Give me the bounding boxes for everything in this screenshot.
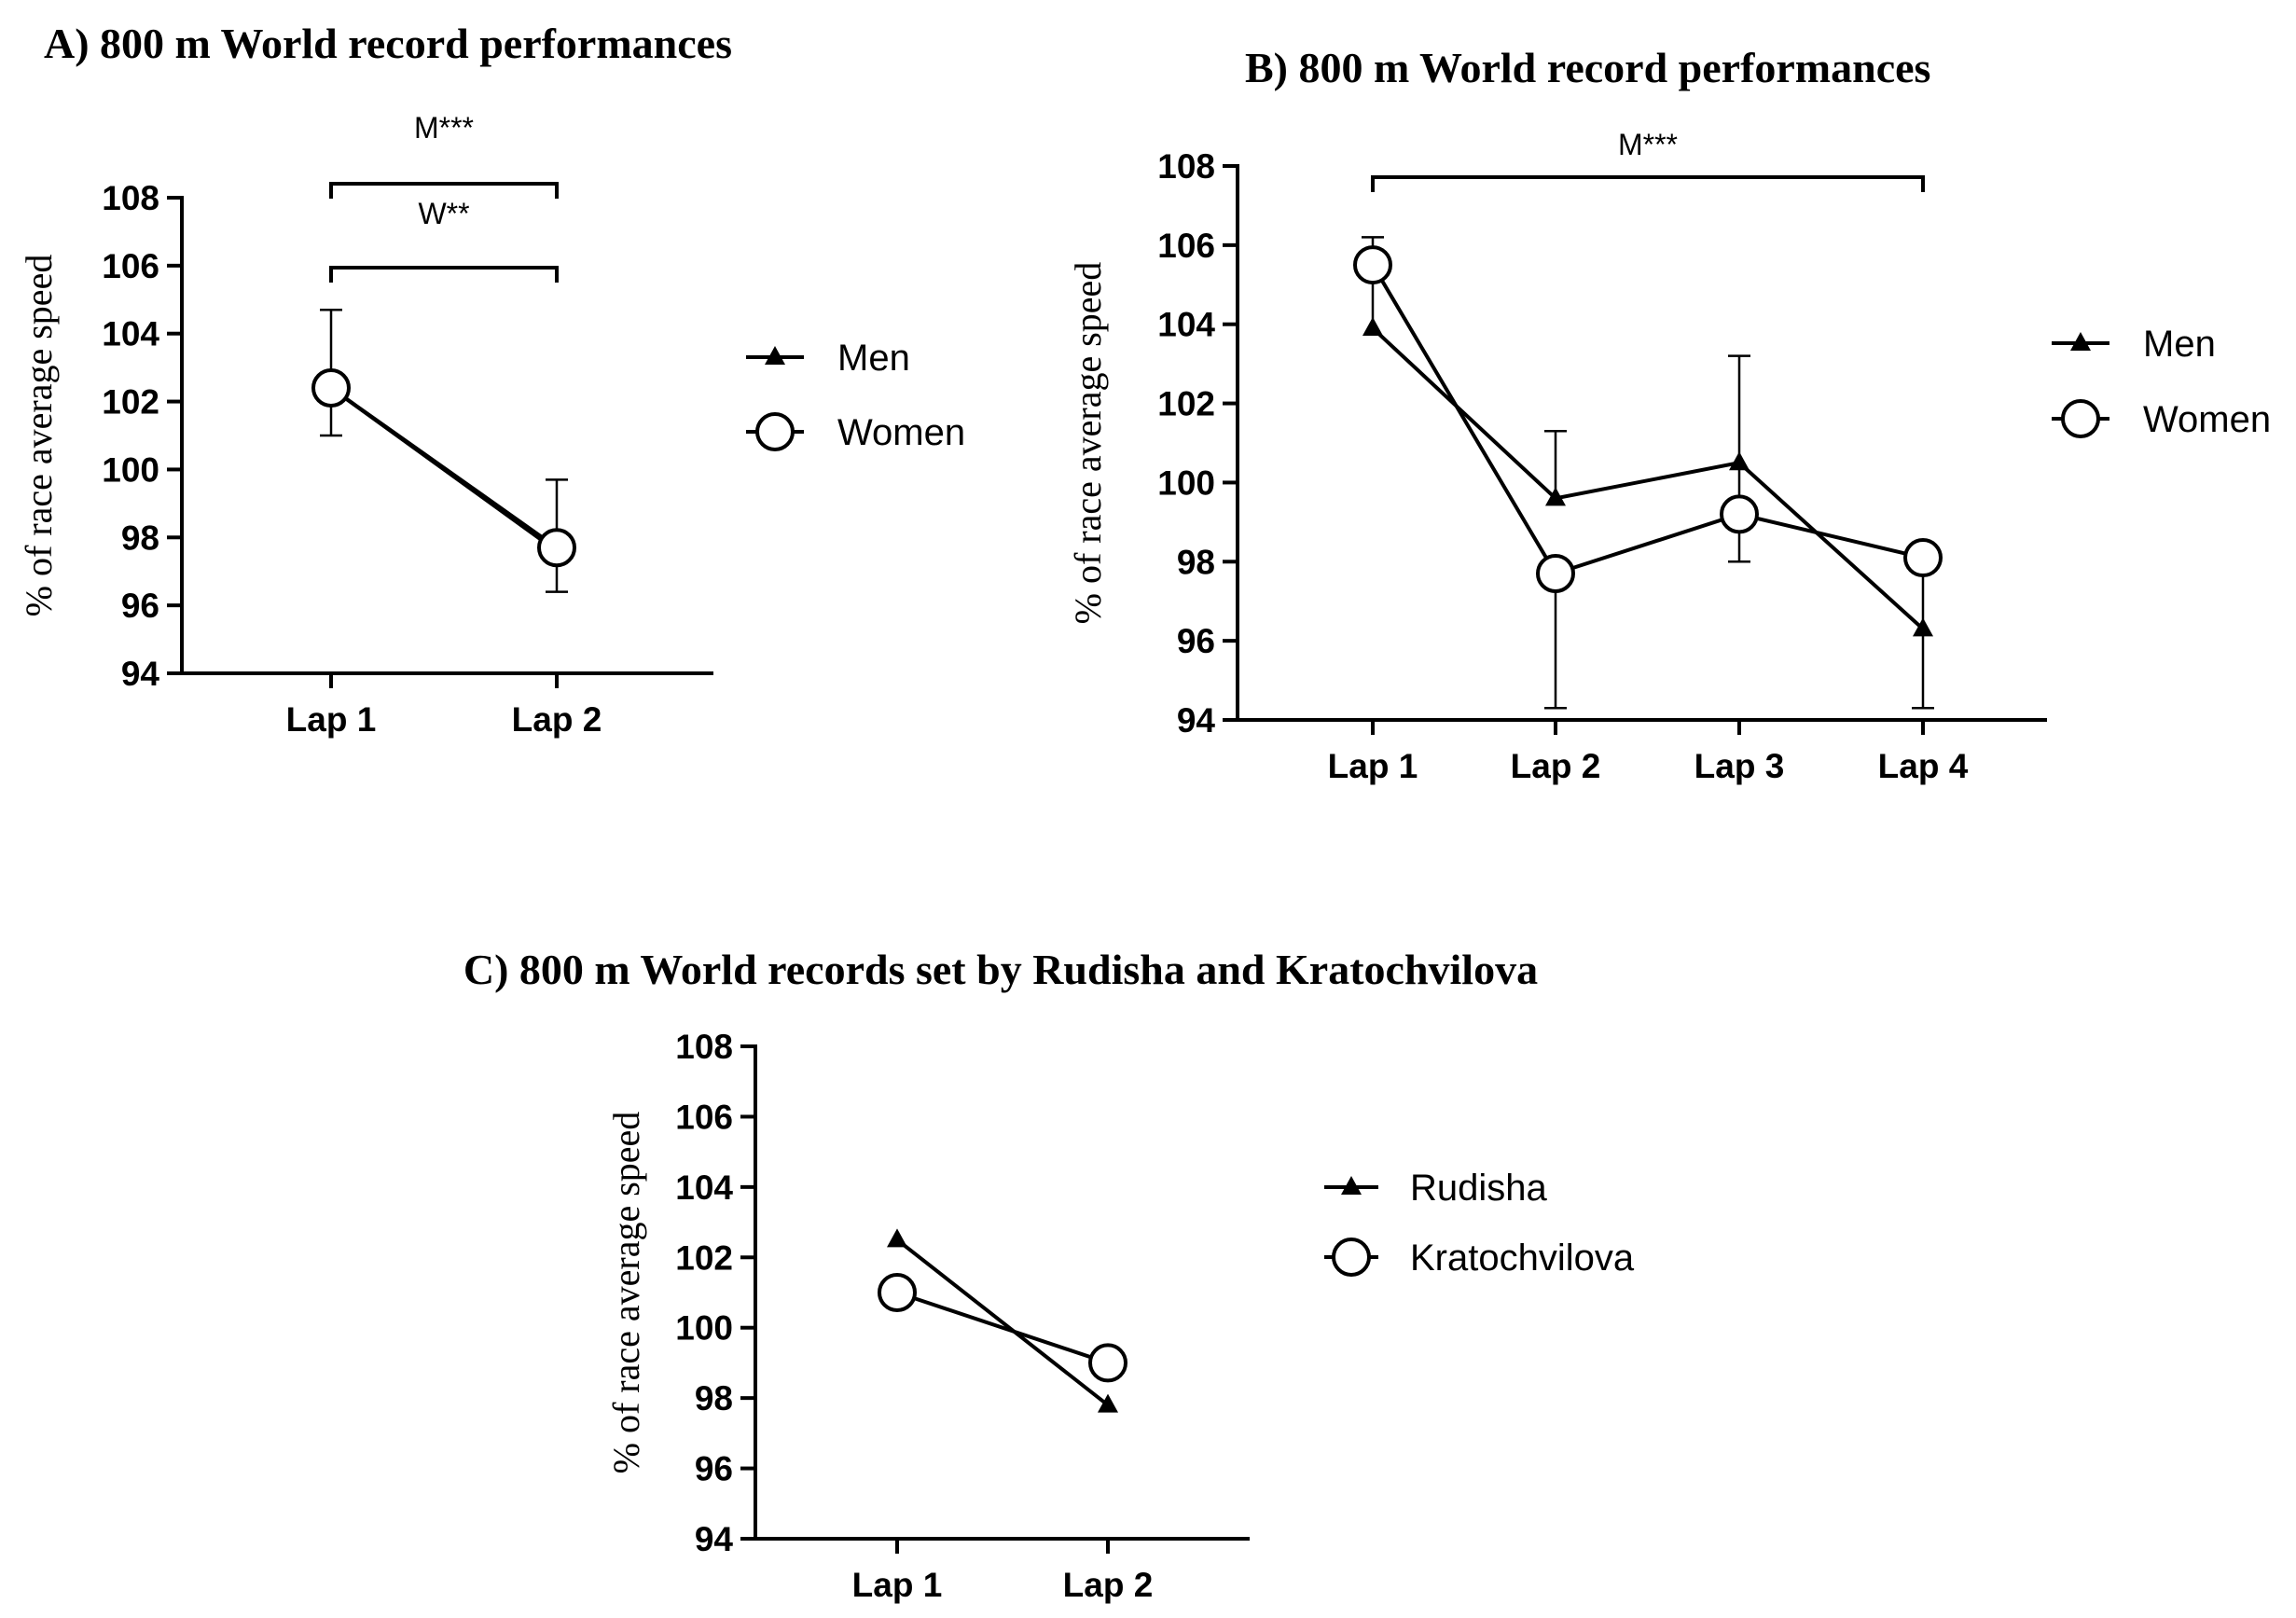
chart-b-legend-label: Men — [2143, 324, 2216, 365]
chart-c-x-tick-label: Lap 2 — [1063, 1566, 1154, 1604]
chart-c-y-tick-label: 106 — [675, 1098, 733, 1136]
chart-b-point-women — [1536, 554, 1575, 594]
chart-b-x-tick-label: Lap 4 — [1878, 747, 1969, 785]
chart-a-significance-label: M*** — [414, 111, 474, 145]
chart-c-y-tick-label: 96 — [695, 1450, 733, 1488]
chart-a-y-tick-label: 96 — [121, 587, 159, 625]
chart-c-y-tick-label: 104 — [675, 1169, 733, 1207]
chart-b-x-tick-label: Lap 2 — [1511, 747, 1601, 785]
chart-b-legend-label: Women — [2143, 399, 2271, 440]
chart-a-legend-label: Women — [837, 412, 965, 453]
chart-b-legend-marker-triangle — [2070, 332, 2091, 351]
chart-a-y-tick-label: 108 — [102, 179, 159, 217]
chart-a-y-tick-label: 100 — [102, 450, 159, 489]
chart-b-x-tick-label: Lap 3 — [1694, 747, 1785, 785]
chart-c-point-rudisha — [887, 1228, 907, 1248]
chart-a-significance-label: W** — [418, 197, 469, 230]
chart-b-x-tick-label: Lap 1 — [1328, 747, 1418, 785]
chart-b-y-tick-label: 98 — [1177, 543, 1215, 581]
chart-b-point-men — [1545, 487, 1566, 506]
chart-b-point-women — [1353, 245, 1392, 285]
chart-c-series-line-rudisha — [895, 1238, 1110, 1407]
chart-b-y-tick-label: 100 — [1157, 463, 1215, 502]
chart-b-point-men — [1729, 451, 1750, 471]
chart-b-point-women — [1720, 494, 1759, 534]
chart-b-series-line-men — [1371, 326, 1925, 630]
chart-a-legend-marker-circle — [755, 412, 795, 451]
chart-b-y-tick-label: 102 — [1157, 385, 1215, 423]
chart-a-title: A) 800 m World record performances — [44, 20, 732, 67]
chart-a-y-tick-label: 98 — [121, 519, 159, 557]
chart-c-y-tick-label: 100 — [675, 1309, 733, 1348]
chart-b-series-line-women — [1371, 264, 1924, 576]
chart-a-x-tick-label: Lap 1 — [286, 700, 377, 739]
chart-b-y-tick-label: 106 — [1157, 227, 1215, 265]
chart-a-significance-bracket — [329, 266, 559, 283]
chart-b-title: B) 800 m World record performances — [1245, 44, 1930, 91]
chart-a-y-tick-label: 94 — [121, 655, 160, 693]
chart-a-x-tick-label: Lap 2 — [512, 700, 602, 739]
chart-c-y-tick-label: 98 — [695, 1379, 733, 1417]
chart-a-series-line-women — [329, 386, 559, 549]
chart-c-x-tick-label: Lap 1 — [852, 1566, 943, 1604]
chart-b-significance-label: M*** — [1618, 128, 1678, 161]
chart-b-point-men — [1362, 316, 1383, 336]
chart-c-y-tick-label: 94 — [695, 1520, 734, 1558]
chart-a-y-tick-label: 106 — [102, 247, 159, 285]
chart-c-series-line-kratochvilova — [896, 1291, 1109, 1365]
chart-b-y-tick-label: 104 — [1157, 306, 1215, 344]
chart-a-point-women — [537, 528, 576, 568]
chart-a-point-women — [311, 368, 351, 408]
chart-c-legend-label: Kratochvilova — [1410, 1238, 1635, 1279]
chart-b-y-tick-label: 108 — [1157, 147, 1215, 186]
chart-b-ylabel: % of race average speed — [1067, 262, 1109, 625]
chart-b-point-women — [1903, 538, 1943, 578]
chart-a-y-tick-label: 104 — [102, 315, 159, 353]
chart-c-point-rudisha — [1098, 1393, 1118, 1413]
chart-a-significance-bracket — [329, 182, 559, 199]
chart-c-legend-label: Rudisha — [1410, 1168, 1548, 1209]
chart-a-ylabel: % of race average speed — [18, 255, 60, 617]
chart-c-point-kratochvilova — [878, 1273, 917, 1312]
chart-c-legend-marker-triangle — [1341, 1176, 1362, 1195]
chart-c-y-tick-label: 108 — [675, 1028, 733, 1066]
chart-b-legend-marker-circle — [2061, 399, 2100, 438]
chart-a-legend-label: Men — [837, 338, 910, 379]
chart-b-y-tick-label: 96 — [1177, 622, 1215, 660]
chart-b-significance-bracket — [1371, 175, 1925, 192]
chart-c-legend-marker-circle — [1332, 1238, 1371, 1277]
chart-c-y-tick-label: 102 — [675, 1238, 733, 1277]
chart-b-point-men — [1913, 617, 1933, 637]
chart-c-ylabel: % of race average speed — [605, 1112, 647, 1474]
chart-c-point-kratochvilova — [1088, 1343, 1127, 1383]
chart-a-legend-marker-triangle — [765, 346, 785, 365]
chart-a-y-tick-label: 102 — [102, 383, 159, 422]
chart-b-y-tick-label: 94 — [1177, 701, 1216, 740]
chart-c-title: C) 800 m World records set by Rudisha an… — [463, 946, 1538, 993]
